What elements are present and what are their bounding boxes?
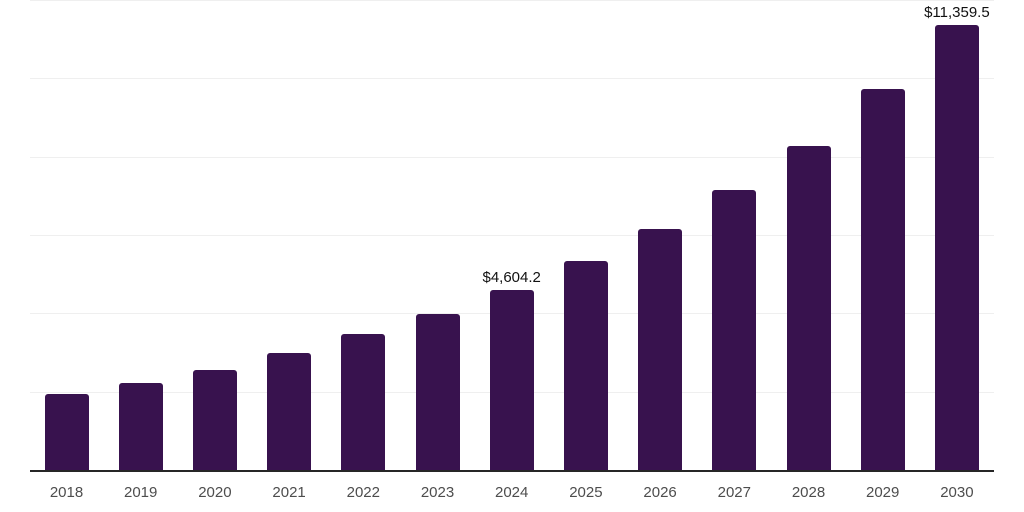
x-axis-labels: 2018 2019 2020 2021 2022 2023 2024 2025 2026 2027… (30, 484, 994, 504)
bar-2025 (563, 261, 608, 470)
bar-2024 (489, 289, 534, 470)
gridline-10000 (30, 78, 994, 80)
bar-2027 (712, 189, 757, 470)
plot-area: $4,604.2 $11,359.5 (30, 0, 994, 470)
bar-2029 (860, 89, 905, 470)
data-label-2030: $11,359.5 (924, 4, 990, 22)
bar-2026 (638, 228, 683, 470)
gridline-8000 (30, 156, 994, 158)
bar-2019 (118, 382, 163, 470)
bar-2021 (267, 353, 312, 470)
bar-2020 (192, 369, 237, 470)
x-tick-2022: 2022 (346, 484, 380, 501)
x-tick-2030: 2030 (940, 484, 974, 501)
bar-2023 (415, 313, 460, 470)
x-axis-line (30, 470, 994, 472)
x-tick-2029: 2029 (866, 484, 900, 501)
gridline-12000 (30, 0, 994, 1)
x-tick-2023: 2023 (420, 484, 455, 501)
bar-2022 (341, 333, 386, 470)
x-tick-2021: 2021 (272, 484, 306, 501)
x-tick-2018: 2018 (49, 484, 84, 501)
x-tick-2028: 2028 (791, 484, 826, 501)
x-tick-2020: 2020 (198, 484, 232, 501)
x-tick-2024: 2024 (495, 484, 529, 501)
gridline-6000 (30, 235, 994, 236)
x-tick-2019: 2019 (124, 484, 158, 501)
bar-2028 (786, 145, 831, 470)
x-tick-2026: 2026 (643, 484, 677, 501)
bar-2018 (44, 393, 89, 470)
bar-2030 (934, 25, 979, 470)
x-tick-2027: 2027 (717, 484, 751, 501)
x-tick-2025: 2025 (569, 484, 603, 501)
data-label-2024: $4,604.2 (482, 268, 541, 286)
